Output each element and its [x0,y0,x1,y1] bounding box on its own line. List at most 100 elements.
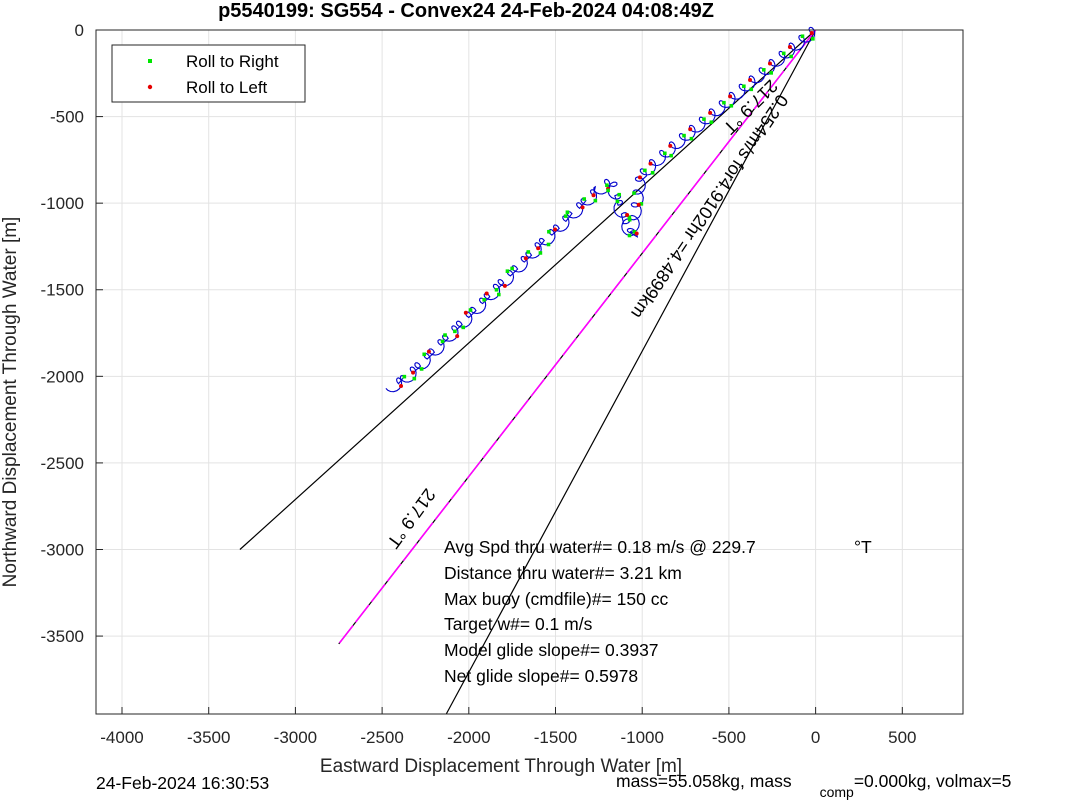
y-tick-label: -1000 [41,194,84,213]
heading-line-upper [239,29,817,550]
roll-left-marker [625,212,630,217]
footer-mass-subscript: comp [820,784,854,800]
roll-right-marker [422,352,427,357]
roll-right-marker [606,188,610,193]
legend-label-roll-right: Roll to Right [186,52,279,71]
y-tick-label: -2500 [41,454,84,473]
roll-right-marker [709,120,714,125]
plot-frame [95,29,964,715]
roll-left-marker [809,31,814,36]
roll-right-marker [510,266,514,271]
x-tick-label: -4000 [100,728,143,747]
x-tick-label: -1000 [620,728,663,747]
x-tick-label: 500 [888,728,916,747]
roll-left-marker [636,202,641,207]
legend-marker-roll-right [148,59,152,63]
roll-right-marker [494,287,499,292]
current-line-base [338,29,817,645]
y-tick-label: -2000 [41,367,84,386]
roll-right-marker [781,51,786,56]
footer-mass-prefix: mass=55.058kg, mass [616,771,792,791]
annotation-max-buoy: Max buoy (cmdfile)#= 150 cc [444,589,668,609]
roll-right-marker [729,103,734,108]
roll-right-marker [650,170,655,175]
roll-right-marker [593,198,598,203]
roll-left-marker [787,45,792,50]
legend-box [111,44,306,103]
roll-right-marker [605,183,609,187]
roll-right-marker [742,84,746,89]
roll-left-marker [463,310,468,315]
annotation-unit: °T [854,537,872,557]
roll-right-marker [482,298,486,302]
roll-right-marker [722,100,726,105]
roll-right-marker [627,233,632,238]
roll-right-marker [615,199,620,204]
x-axis-label: Eastward Displacement Through Water [m] [320,756,682,777]
footer-mass-suffix: =0.000kg, volmax=5 [854,771,1012,791]
roll-right-marker [419,367,424,371]
x-tick-label: -500 [712,728,746,747]
tick-labels: -4000 -3500 -3000 -2500 -2000 -1500 -1000 -500 0… [41,21,917,747]
annotation-net-glide: Net glide slope#= 0.5978 [444,666,638,686]
roll-right-marker [505,269,510,273]
roll-right-marker [632,230,637,234]
roll-right-marker [627,217,632,222]
grid [96,29,963,714]
x-tick-label: -1500 [534,728,577,747]
roll-right-marker [453,329,457,334]
roll-right-marker [643,168,647,173]
y-tick-label: -3500 [41,627,84,646]
roll-left-marker [668,143,673,148]
roll-left-marker [455,334,460,339]
roll-right-marker [547,229,551,234]
roll-right-marker [402,374,407,379]
roll-right-marker [702,117,706,121]
roll-right-marker [497,292,501,297]
plot-area [96,30,963,714]
roll-left-marker [637,175,642,180]
roll-right-marker [546,242,551,247]
roll-left-marker [580,205,585,210]
roll-left-marker [536,246,541,251]
roll-left-marker [553,227,558,232]
y-tick-label: 0 [75,21,84,40]
roll-right-marker [749,87,754,92]
roll-right-marker [582,197,587,201]
roll-right-marker [761,68,766,72]
y-tick-label: -500 [50,108,84,127]
roll-left-marker [767,61,772,66]
roll-right-marker [689,136,694,141]
y-tick-label: -1500 [41,281,84,300]
roll-left-marker [502,283,507,288]
y-axis-label: Northward Displacement Through Water [m] [0,217,21,588]
roll-right-marker [468,308,473,312]
roll-left-marker [523,256,528,261]
roll-right-marker [682,133,686,138]
annotation-avg-speed: Avg Spd thru water#= 0.18 m/s @ 229.7 [444,537,756,557]
roll-left-marker [648,161,653,166]
roll-left-marker [426,349,431,354]
roll-left-marker [411,370,416,375]
footer-timestamp: 24-Feb-2024 16:30:53 [96,773,269,793]
roll-left-marker [688,127,693,132]
roll-right-marker [617,192,622,197]
x-tick-label: 0 [811,728,820,747]
roll-left-marker [708,110,713,115]
x-tick-label: -2000 [447,728,490,747]
roll-right-marker [440,339,445,344]
roll-right-marker [769,71,773,75]
roll-right-marker [627,215,632,220]
roll-right-marker [443,333,447,337]
roll-right-marker [461,325,466,330]
chart-title: p5540199: SG554 - Convex24 24-Feb-2024 0… [218,0,714,22]
roll-right-marker [789,54,793,59]
annotation-model-glide: Model glide slope#= 0.3937 [444,640,659,660]
roll-left-marker [634,231,639,236]
footer-mass: mass=55.058kg, mass comp=0.000kg, volmax=… [616,771,1011,800]
y-tick-label: -3000 [41,540,84,559]
roll-right-marker [639,202,644,206]
legend-label-roll-left: Roll to Left [186,78,268,97]
roll-left-marker [728,94,733,99]
